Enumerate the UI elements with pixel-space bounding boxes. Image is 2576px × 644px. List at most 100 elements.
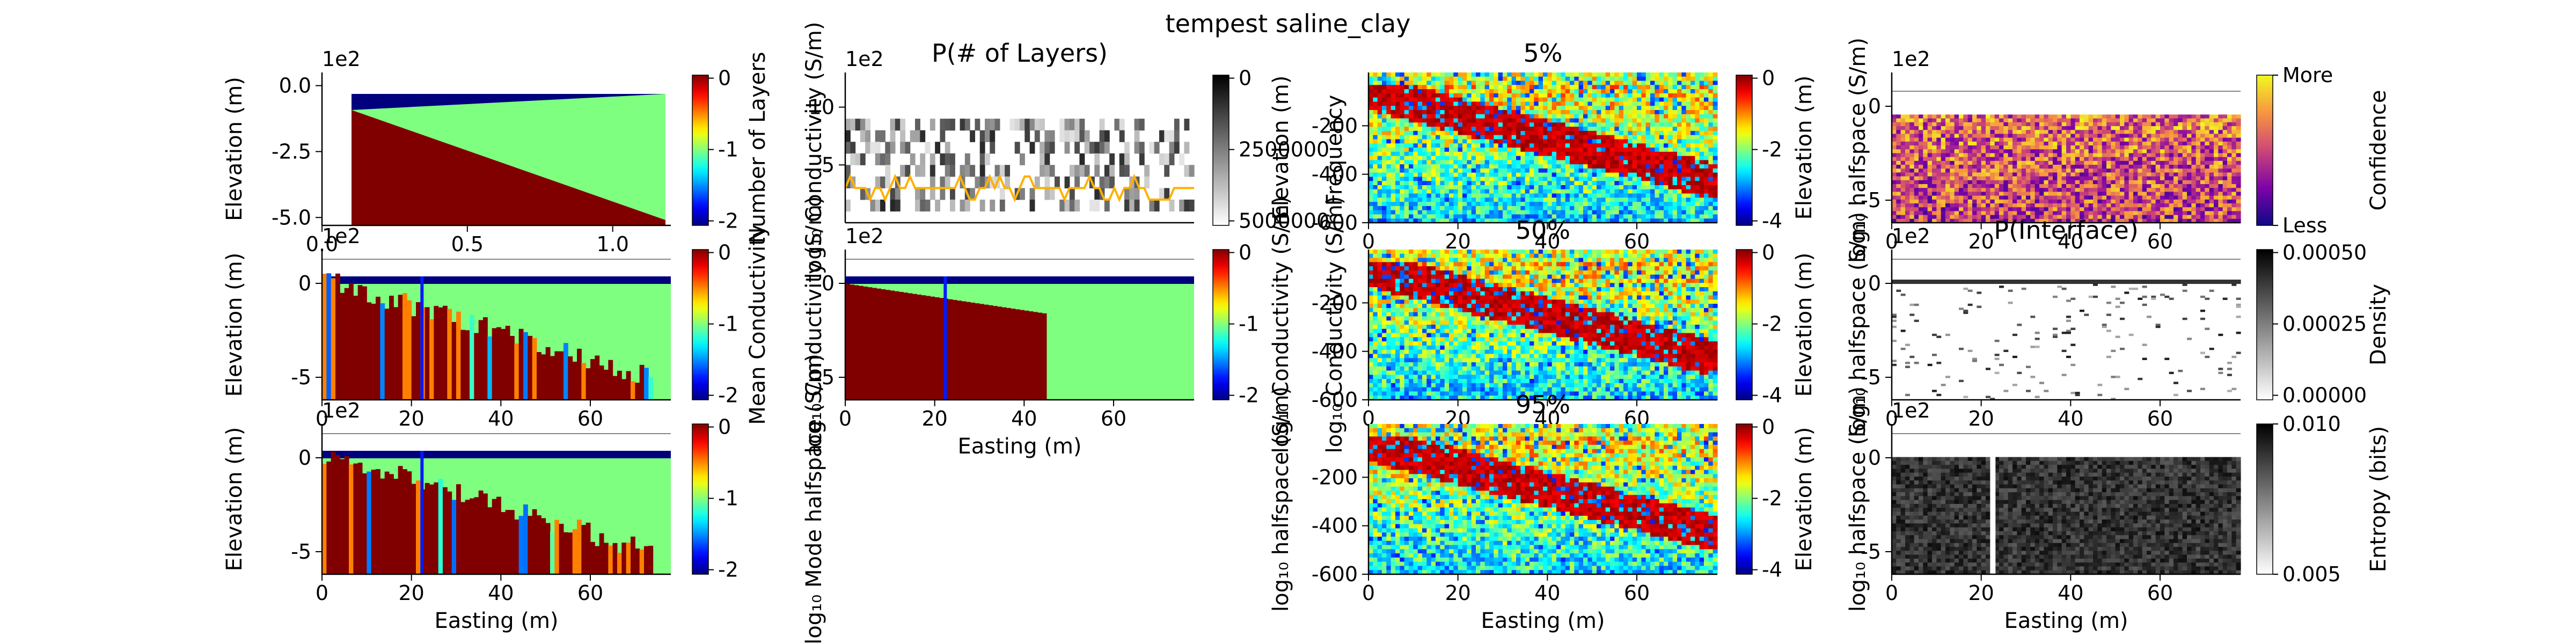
heatmap-cell [1520,114,1526,119]
heatmap-cell [1382,127,1387,131]
heatmap-cell [1552,114,1557,119]
heatmap-cell [1708,156,1714,160]
heatmap-cell [1458,295,1463,300]
heatmap-cell [1409,106,1414,111]
heatmap-cell [1529,89,1534,94]
heatmap-cell [1619,139,1624,144]
heatmap-cell [1672,189,1678,194]
heatmap-cell [1431,76,1436,82]
heatmap-cell [1409,76,1414,82]
heatmap-cell [1641,110,1646,115]
heatmap-cell [1668,101,1673,106]
heatmap-cell [1386,316,1392,321]
heatmap-cell [1574,172,1579,178]
heatmap-cell [1534,354,1539,358]
heatmap-cell [1597,89,1601,94]
heatmap-cell [1681,214,1687,219]
heatmap-cell [1417,362,1423,367]
heatmap-cell [1373,328,1378,334]
heatmap-cell [1422,304,1427,309]
heatmap-cell [1377,76,1382,82]
heatmap-cell [1592,189,1597,194]
heatmap-cell [1601,97,1606,103]
heatmap-cell [1547,185,1553,190]
heatmap-cell [1587,139,1593,144]
heatmap-cell [1632,93,1637,98]
heatmap-cell [1538,358,1543,363]
heatmap-cell [1525,358,1530,363]
heatmap-cell [1677,110,1682,115]
heatmap-cell [1507,308,1512,313]
heatmap-cell [1597,177,1601,181]
heatmap-cell [1431,383,1436,388]
heatmap-cell [1453,316,1459,321]
heatmap-cell [1391,122,1396,127]
heatmap-cell [1632,130,1637,136]
heatmap-cell [1614,193,1620,198]
heatmap-cell [1552,101,1557,106]
heatmap-cell [1476,122,1481,127]
heatmap-cell [1561,97,1566,103]
heatmap-cell [1534,160,1539,165]
heatmap-cell [1587,135,1593,140]
heatmap-cell [1650,202,1655,207]
heatmap-cell [1471,202,1476,207]
heatmap-cell [1426,370,1432,375]
heatmap-cell [1498,97,1503,103]
heatmap-cell [1507,172,1512,178]
heatmap-cell [1565,156,1570,160]
heatmap-cell [1547,172,1553,178]
heatmap-cell [950,199,955,212]
heatmap-cell [1529,308,1534,313]
heatmap-cell [1574,143,1579,148]
heatmap-cell [1614,130,1620,136]
heatmap-cell [1681,143,1687,148]
heatmap-cell [1449,189,1454,194]
heatmap-cell [1471,299,1476,304]
heatmap-cell [1458,337,1463,342]
heatmap-cell [1503,295,1507,300]
heatmap-cell [1395,130,1400,136]
heatmap-cell [1476,379,1481,384]
heatmap-cell [1386,156,1392,160]
heatmap-cell [1529,320,1534,325]
heatmap-cell [1373,127,1378,131]
heatmap-cell [1538,156,1543,160]
heatmap-cell [1655,97,1660,103]
heatmap-cell [1422,181,1427,186]
heatmap-cell [1489,279,1494,283]
heatmap-cell [1529,151,1534,157]
heatmap-cell [1587,143,1593,148]
heatmap-cell [1547,181,1553,186]
heatmap-cell [1462,341,1467,346]
heatmap-cell [1704,189,1709,194]
heatmap-cell [1645,72,1651,77]
heatmap-cell [1462,308,1467,313]
heatmap-cell [1444,185,1450,190]
heatmap-cell [1382,151,1387,157]
heatmap-cell [1587,76,1593,82]
heatmap-cell [1368,164,1373,169]
heatmap-cell [1543,379,1548,384]
heatmap-cell [1373,337,1378,342]
heatmap-cell [1377,135,1382,140]
heatmap-cell [1489,72,1494,77]
heatmap-cell [1395,89,1400,94]
heatmap-cell [979,130,985,142]
heatmap-cell [1382,325,1387,330]
heatmap-cell [1494,206,1499,211]
heatmap-cell [1422,274,1427,280]
heatmap-cell [1444,370,1450,375]
heatmap-cell [1382,287,1387,292]
heatmap-cell [1503,328,1507,334]
heatmap-cell [1494,151,1499,157]
heatmap-cell [1578,130,1584,136]
heatmap-cell [1538,172,1543,178]
heatmap-cell [1583,287,1588,292]
heatmap-cell [1628,156,1633,160]
heatmap-cell [1436,127,1440,131]
heatmap-cell [1659,172,1664,178]
heatmap-cell [1368,387,1373,392]
heatmap-cell [1453,130,1459,136]
colorbar-tick-label: -2 [1762,138,1782,162]
